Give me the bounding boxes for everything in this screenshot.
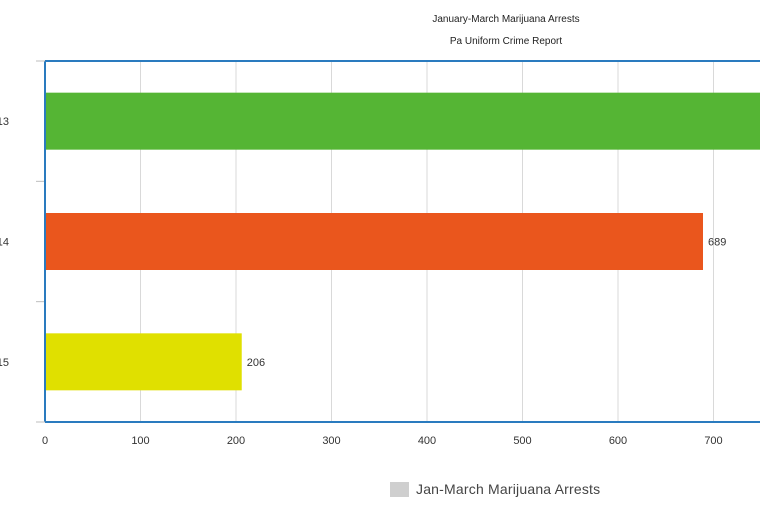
x-tick-label: 200 [227,435,245,447]
x-tick-label: 600 [609,435,627,447]
chart-title: January-March Marijuana Arrests [432,14,579,25]
category-label: 2013 [0,116,9,128]
bar [45,213,703,270]
x-tick-label: 100 [131,435,149,447]
x-tick-label: 400 [418,435,436,447]
axes [36,60,760,423]
bar [45,333,242,391]
x-tick-label: 300 [322,435,340,447]
bar [45,92,760,150]
chart-subtitle: Pa Uniform Crime Report [450,36,562,47]
labels: 0 100 200 300 400 500 600 700 2013 2014 689 2015 206 [0,116,726,447]
bars [45,92,760,391]
data-label: 689 [708,237,726,249]
data-label: 206 [247,357,265,369]
x-tick-label: 500 [513,435,531,447]
legend-swatch [390,481,409,497]
category-label: 2015 [0,357,9,369]
x-tick-label: 0 [42,435,48,447]
legend[interactable]: Jan-March Marijuana Arrests [390,481,600,497]
x-tick-label: 700 [704,435,722,447]
legend-label: Jan-March Marijuana Arrests [416,481,601,497]
category-label: 2014 [0,237,9,249]
